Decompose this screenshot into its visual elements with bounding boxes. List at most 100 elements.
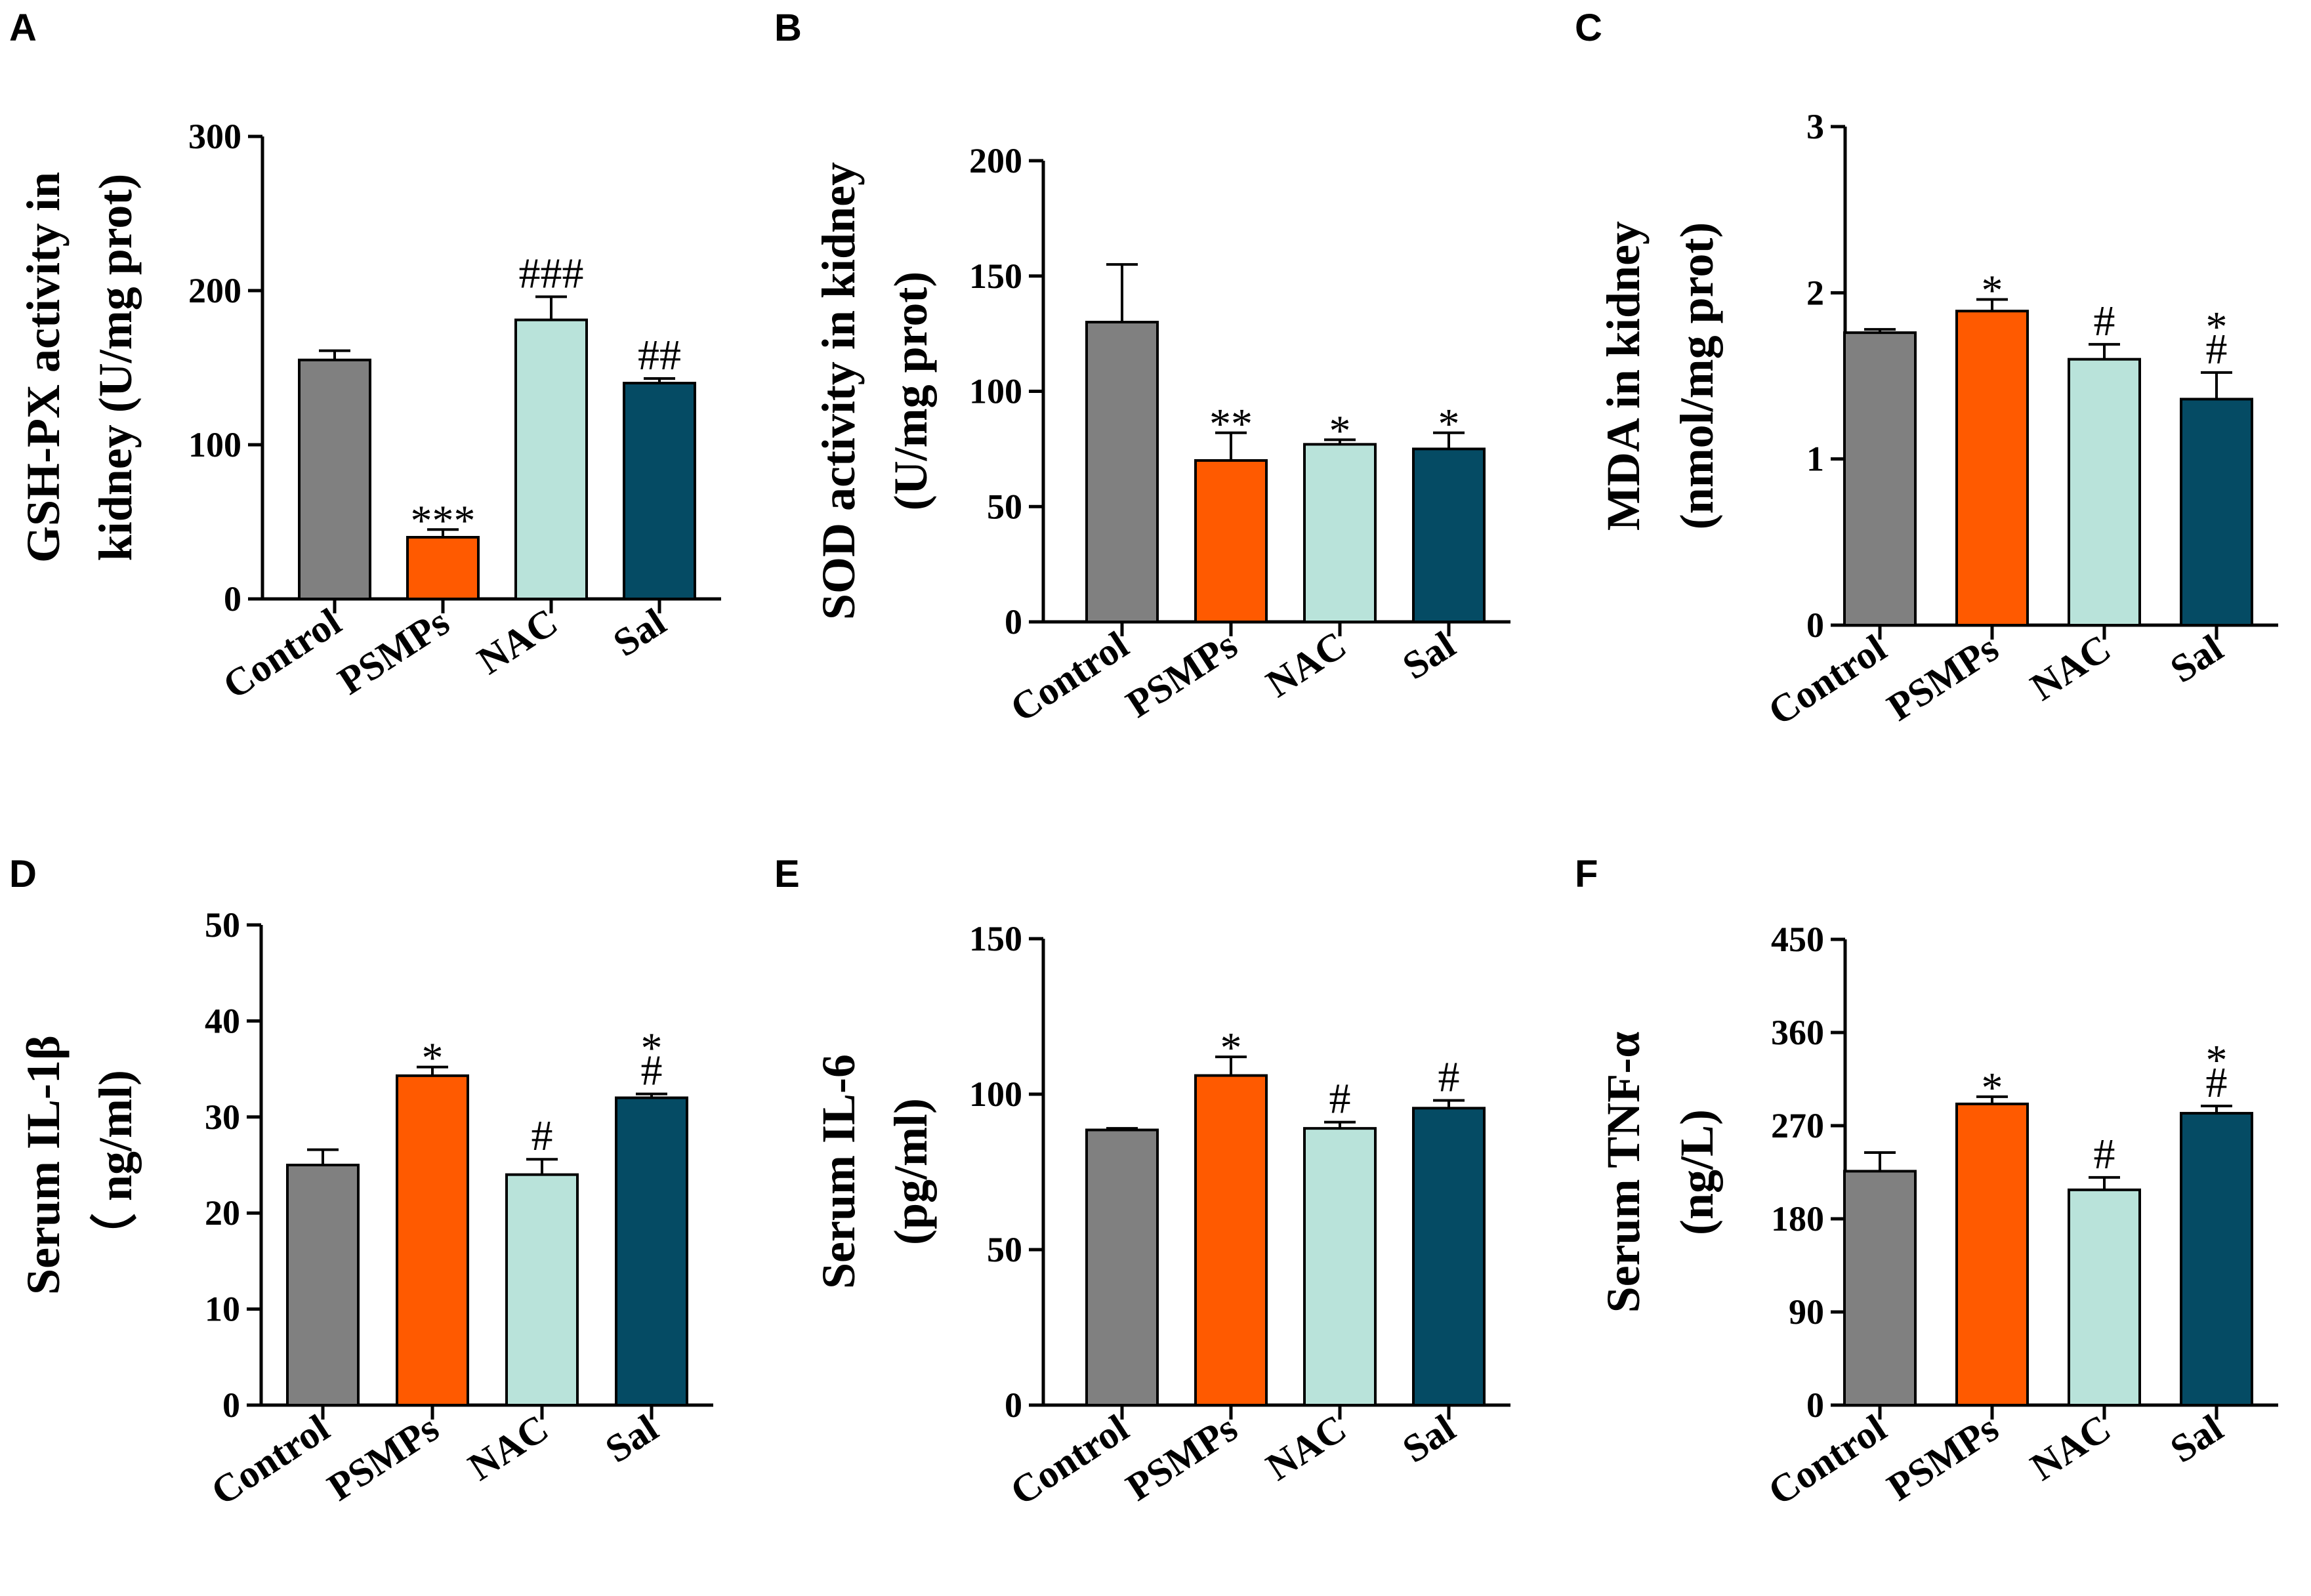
y-tick-label: 0 <box>1005 1385 1022 1425</box>
significance-label: ** <box>1209 400 1253 448</box>
y-tick-label: 200 <box>969 141 1022 180</box>
bar-control <box>1085 321 1159 623</box>
panel-letter-E: E <box>774 853 800 895</box>
bar-sal <box>1412 1107 1486 1406</box>
bar-sal <box>2180 398 2253 626</box>
y-axis-label-line: (pg/ml) <box>885 1098 937 1245</box>
significance-label: * <box>1329 407 1351 455</box>
category-label-psmps: PSMPs <box>1119 1406 1245 1509</box>
y-tick-label: 450 <box>1771 920 1824 959</box>
significance-label: * <box>2206 303 2228 351</box>
y-tick-label: 270 <box>1771 1106 1824 1145</box>
category-label-control: Control <box>1760 626 1894 734</box>
y-tick-label: 1 <box>1806 440 1824 479</box>
y-axis-label-line: Serum IL-1β <box>17 1035 70 1295</box>
bar-psmps <box>1955 1102 2029 1407</box>
panel-letter-F: F <box>1575 853 1598 895</box>
y-axis-label-line: (nmol/mg prot) <box>1671 222 1723 530</box>
bar-control <box>298 358 371 600</box>
panel-letter-A: A <box>9 7 37 49</box>
bar-sal <box>615 1096 688 1407</box>
significance-label: # <box>2206 325 2228 373</box>
panel-letter-B: B <box>774 7 802 49</box>
significance-label: * <box>422 1034 444 1082</box>
bar-control <box>1843 1170 1917 1407</box>
significance-label: * <box>1982 266 2003 314</box>
y-axis-label-line: GSH-PX activity in <box>17 172 70 563</box>
y-axis-label-line: SOD activity in kidney <box>812 162 865 620</box>
y-tick-label: 10 <box>205 1290 240 1329</box>
category-label-psmps: PSMPs <box>331 600 457 703</box>
category-label-sal: Sal <box>1395 1406 1463 1471</box>
y-tick-label: 50 <box>987 1230 1022 1269</box>
y-tick-label: 2 <box>1806 273 1824 312</box>
category-label-control: Control <box>1760 1406 1894 1514</box>
significance-label: * <box>1982 1064 2003 1112</box>
category-label-sal: Sal <box>598 1406 665 1471</box>
category-label-sal: Sal <box>2163 626 2230 691</box>
panel-letter-D: D <box>9 853 37 895</box>
category-label-control: Control <box>1003 1406 1136 1514</box>
bar-control <box>286 1164 360 1406</box>
bar-nac <box>1303 443 1377 623</box>
y-tick-label: 30 <box>205 1097 240 1137</box>
y-axis-label-line: Serum TNF-α <box>1597 1032 1650 1313</box>
y-tick-label: 0 <box>1005 602 1022 642</box>
y-tick-label: 100 <box>188 425 241 464</box>
significance-label: * <box>1220 1024 1242 1072</box>
y-tick-label: 20 <box>205 1193 240 1233</box>
category-label-psmps: PSMPs <box>320 1406 446 1509</box>
y-axis-label-line: (ng/L) <box>1671 1109 1723 1235</box>
y-axis-label-line: Serum IL-6 <box>812 1054 865 1289</box>
panel-letter-C: C <box>1575 7 1602 49</box>
category-label-psmps: PSMPs <box>1119 623 1245 726</box>
bar-sal <box>2180 1112 2253 1406</box>
significance-label: # <box>1438 1053 1460 1101</box>
y-tick-label: 90 <box>1789 1292 1824 1332</box>
y-tick-label: 40 <box>205 1001 240 1040</box>
bar-control <box>1085 1128 1159 1406</box>
significance-label: *** <box>411 497 476 544</box>
significance-label: # <box>2094 297 2115 345</box>
bar-nac <box>505 1173 579 1406</box>
y-axis-label-line: MDA in kidney <box>1597 221 1650 531</box>
bar-nac <box>2068 1188 2141 1407</box>
y-tick-label: 100 <box>969 1074 1022 1114</box>
category-label-sal: Sal <box>2163 1406 2230 1471</box>
y-tick-label: 0 <box>1806 1385 1824 1425</box>
y-tick-label: 150 <box>969 256 1022 296</box>
bar-nac <box>2068 358 2141 627</box>
y-axis-label-line: kidney (U/mg prot) <box>89 174 142 562</box>
y-tick-label: 0 <box>224 579 241 619</box>
y-axis-label-line: （ ng/ml) <box>89 1070 142 1260</box>
significance-label: # <box>531 1112 553 1160</box>
category-label-psmps: PSMPs <box>1880 1406 2006 1509</box>
y-tick-label: 3 <box>1806 107 1824 146</box>
y-tick-label: 50 <box>205 905 240 945</box>
y-tick-label: 180 <box>1771 1199 1824 1238</box>
y-tick-label: 50 <box>987 487 1022 526</box>
significance-label: # <box>2094 1130 2115 1178</box>
significance-label: ## <box>638 331 681 379</box>
category-label-psmps: PSMPs <box>1880 626 2006 729</box>
y-tick-label: 300 <box>188 117 241 156</box>
significance-label: # <box>641 1047 663 1095</box>
significance-label: * <box>641 1025 663 1073</box>
panel-B: B SOD activity in kidney (U/mg prot) 0 50 100… <box>774 7 1510 730</box>
bar-sal <box>623 382 696 600</box>
significance-label: ### <box>519 249 584 297</box>
bar-nac <box>514 318 588 600</box>
bar-psmps <box>396 1074 469 1407</box>
y-axis-label-line: (U/mg prot) <box>885 272 937 511</box>
y-tick-label: 360 <box>1771 1013 1824 1052</box>
category-label-sal: Sal <box>606 600 673 665</box>
bar-psmps <box>406 536 480 600</box>
bar-psmps <box>1194 459 1268 624</box>
y-tick-label: 200 <box>188 271 241 310</box>
significance-label: # <box>2206 1059 2228 1107</box>
panel-C: C MDA in kidney (nmol/mg prot) 0 1 2 3 ControlP… <box>1575 7 2278 733</box>
bar-control <box>1843 331 1917 626</box>
